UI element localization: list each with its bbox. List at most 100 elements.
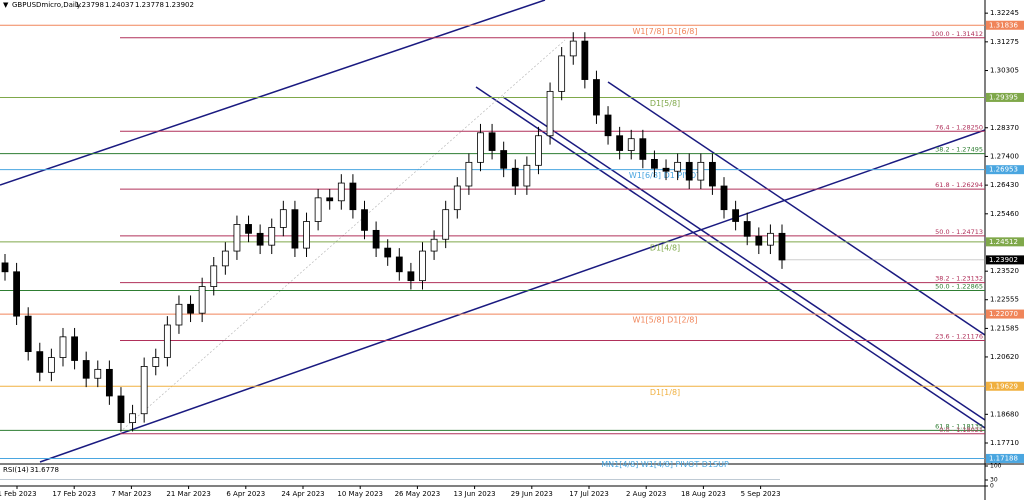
header-low: 1.23778 (135, 1, 164, 9)
candle-body (233, 224, 241, 252)
trend-line (0, 0, 546, 186)
x-tick-label: 17 Jul 2023 (569, 490, 609, 498)
candle-body (755, 235, 763, 246)
candle-body (442, 209, 450, 240)
y-tick-label: 1.27400 (990, 152, 1019, 160)
candle-body (407, 271, 415, 282)
level-label: 50.0 - 1.22865 (935, 283, 983, 291)
price-tag-box (986, 92, 1024, 102)
rsi-value: 31.6778 (30, 466, 59, 474)
price-tag: 1.31836 (989, 21, 1018, 29)
x-tick-label: 18 Aug 2023 (681, 490, 726, 498)
candle-body (117, 395, 125, 423)
y-tick-label: 1.25460 (990, 210, 1019, 218)
price-tag-box (986, 381, 1024, 391)
level-label: D1[1/8] (650, 388, 680, 397)
candle-body (279, 209, 287, 228)
x-tick-label: 29 Jun 2023 (511, 490, 553, 498)
trend-line (607, 81, 986, 336)
header-close: 1.23902 (165, 1, 194, 9)
candle-body (743, 221, 751, 237)
price-tag: 1.29395 (989, 93, 1018, 101)
candle-body (152, 357, 160, 367)
level-label: W1[6/8] D1 PIVOT (629, 171, 701, 180)
y-tick-label: 1.31275 (990, 38, 1019, 46)
price-tag-box (986, 309, 1024, 319)
candle-body (187, 303, 194, 314)
candle-body (349, 182, 357, 211)
x-tick-label: 17 Feb 2023 (52, 490, 96, 498)
candle-body (47, 357, 55, 373)
price-tag: 1.24512 (989, 238, 1018, 246)
candle-body (581, 40, 589, 80)
candle-body (558, 55, 566, 92)
candle-body (59, 336, 67, 358)
level-label: W1[5/8] D1[2/8] (632, 316, 697, 325)
y-tick-label: 1.30305 (990, 67, 1019, 75)
y-tick-label: 1.26430 (990, 181, 1019, 189)
y-tick-label: 1.20620 (990, 353, 1019, 361)
candle-body (13, 271, 20, 317)
level-label: MN1[4/8] W1[4/8] PIVOT D1SUP (601, 460, 729, 469)
candle-body (372, 229, 380, 249)
candle-body (604, 114, 612, 137)
candle-body (94, 368, 102, 379)
candle-body (384, 247, 392, 258)
y-tick-label: 1.22555 (990, 296, 1019, 304)
candle-body (651, 158, 658, 169)
x-tick-label: 10 May 2023 (337, 490, 383, 498)
level-label: 23.6 - 1.21176 (935, 333, 983, 341)
candle-body (24, 315, 32, 353)
x-tick-label: 5 Sep 2023 (741, 490, 781, 498)
x-tick-label: 26 May 2023 (395, 490, 441, 498)
level-label: 38.2 - 1.27495 (935, 146, 983, 154)
candle-body (163, 324, 171, 358)
candle-body (616, 135, 624, 151)
candle-body (198, 286, 206, 314)
candle-body (569, 40, 577, 57)
header-open: 1.23798 (75, 1, 104, 9)
candle-body (221, 250, 229, 267)
candle-body (314, 197, 322, 222)
y-tick-label: 1.18680 (990, 410, 1019, 418)
candle-body (511, 167, 519, 187)
rsi-tick-label: 30 (990, 477, 998, 484)
rsi-label: RSI(14) (3, 466, 29, 474)
candle-body (303, 221, 310, 249)
candle-body (535, 135, 542, 166)
rsi-tick-label: 100 (990, 463, 1002, 470)
y-tick-label: 1.23520 (990, 267, 1019, 275)
candle-body (1, 262, 9, 273)
candle-body (210, 265, 218, 287)
candle-body (140, 366, 148, 415)
candle-body (732, 209, 740, 222)
candle-body (465, 161, 473, 187)
candle-body (71, 336, 78, 361)
level-label: D1[5/8] (650, 99, 680, 108)
y-tick-label: 1.32245 (990, 9, 1019, 17)
candle-body (488, 132, 496, 151)
x-tick-label: 7 Mar 2023 (111, 490, 151, 498)
trend-line (475, 86, 986, 429)
candle-body (500, 150, 508, 169)
candle-body (639, 138, 647, 160)
candle-body (337, 182, 345, 202)
candle-body (709, 161, 716, 187)
candle-body (453, 185, 461, 211)
menu-arrow[interactable]: ▼ (3, 1, 9, 9)
candle-body (662, 167, 670, 172)
level-label: 38.2 - 1.23132 (935, 275, 983, 283)
candle-body (720, 185, 728, 211)
candle-body (36, 351, 44, 373)
level-label: 61.8 - 1.26294 (935, 181, 983, 189)
candle-body (256, 232, 264, 246)
level-label: D1[4/8] (650, 243, 680, 252)
level-label: 100.0 - 1.31412 (931, 30, 983, 38)
rsi-tick-label: 0 (990, 483, 994, 490)
candle-body (245, 224, 252, 234)
price-tag-box (986, 20, 1024, 30)
candle-body (326, 197, 334, 202)
price-tag-box (986, 453, 1024, 463)
level-label: 0.0 - 1.18021 (939, 426, 983, 434)
